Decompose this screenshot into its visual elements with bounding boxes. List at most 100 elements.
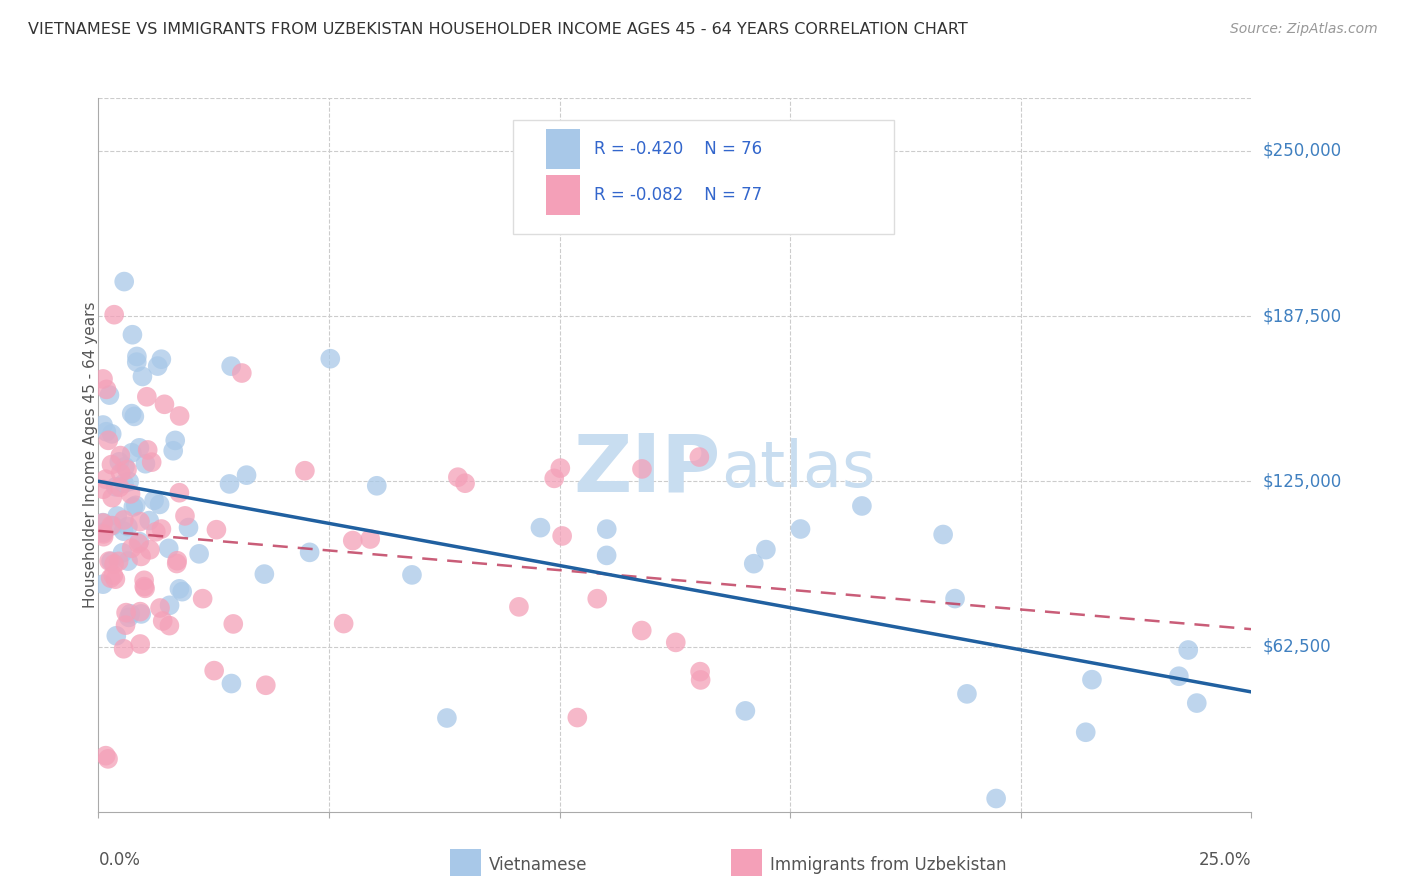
Point <box>235 468 257 483</box>
Point <box>550 461 572 475</box>
Point <box>91 372 114 386</box>
Point <box>134 574 156 588</box>
Point <box>956 687 979 701</box>
Point <box>169 485 191 500</box>
Point <box>120 607 142 621</box>
Point <box>108 455 131 469</box>
Point <box>97 752 120 766</box>
Point <box>121 327 143 342</box>
Point <box>596 522 619 536</box>
Point <box>1185 696 1208 710</box>
Point <box>166 554 188 568</box>
Point <box>91 482 114 496</box>
Point <box>755 542 778 557</box>
Point <box>114 618 136 632</box>
Text: VIETNAMESE VS IMMIGRANTS FROM UZBEKISTAN HOUSEHOLDER INCOME AGES 45 - 64 YEARS C: VIETNAMESE VS IMMIGRANTS FROM UZBEKISTAN… <box>28 22 967 37</box>
Point <box>231 366 253 380</box>
Text: 25.0%: 25.0% <box>1199 851 1251 869</box>
Text: $62,500: $62,500 <box>1263 638 1331 656</box>
Point <box>129 549 152 564</box>
Point <box>567 710 589 724</box>
Point <box>253 567 276 582</box>
Point <box>121 407 143 421</box>
Point <box>159 599 181 613</box>
Point <box>1081 673 1104 687</box>
Point <box>454 476 477 491</box>
Point <box>94 472 117 486</box>
Point <box>98 388 121 402</box>
Point <box>134 457 156 471</box>
Point <box>112 641 135 656</box>
Point <box>101 518 124 533</box>
Point <box>134 580 156 594</box>
Point <box>366 479 388 493</box>
Point <box>135 390 157 404</box>
Point <box>104 572 127 586</box>
Point <box>120 487 142 501</box>
Point <box>141 455 163 469</box>
Point <box>586 591 609 606</box>
Point <box>166 557 188 571</box>
Point <box>218 477 240 491</box>
Text: Source: ZipAtlas.com: Source: ZipAtlas.com <box>1230 22 1378 37</box>
Point <box>118 475 141 489</box>
Point <box>129 515 152 529</box>
Point <box>169 582 191 596</box>
Point <box>93 530 115 544</box>
Text: ZIP: ZIP <box>574 430 721 508</box>
Point <box>401 567 423 582</box>
Point <box>128 534 150 549</box>
Point <box>319 351 342 366</box>
Bar <box>546 176 581 215</box>
Point <box>789 522 811 536</box>
Point <box>104 480 127 494</box>
Point <box>359 532 381 546</box>
Point <box>94 748 117 763</box>
Point <box>157 541 180 556</box>
Point <box>631 462 654 476</box>
Point <box>91 516 114 530</box>
Point <box>152 614 174 628</box>
Point <box>117 554 139 568</box>
Point <box>98 554 121 568</box>
Text: R = -0.420    N = 76: R = -0.420 N = 76 <box>595 140 762 158</box>
Point <box>294 464 316 478</box>
Point <box>100 518 122 533</box>
Text: Vietnamese: Vietnamese <box>489 856 588 874</box>
Point <box>191 591 214 606</box>
Point <box>97 434 120 448</box>
Point <box>100 426 122 441</box>
Point <box>665 635 688 649</box>
Point <box>689 665 711 679</box>
Point <box>734 704 756 718</box>
Point <box>149 497 172 511</box>
Point <box>114 459 136 474</box>
Point <box>110 449 132 463</box>
Text: atlas: atlas <box>721 438 876 500</box>
Point <box>107 554 129 568</box>
Point <box>91 516 114 530</box>
Point <box>742 557 765 571</box>
Point <box>103 557 125 571</box>
Point <box>115 462 138 476</box>
Point <box>146 359 169 373</box>
Point <box>157 618 180 632</box>
Point <box>149 601 172 615</box>
Point <box>91 525 114 540</box>
Point <box>851 499 873 513</box>
Point <box>136 442 159 457</box>
Point <box>125 499 148 513</box>
Point <box>689 673 711 687</box>
Point <box>131 369 153 384</box>
Point <box>595 549 617 563</box>
Point <box>177 520 200 534</box>
Text: $187,500: $187,500 <box>1263 307 1341 326</box>
Point <box>145 524 167 539</box>
Text: Immigrants from Uzbekistan: Immigrants from Uzbekistan <box>770 856 1007 874</box>
Point <box>111 546 134 560</box>
FancyBboxPatch shape <box>513 120 894 234</box>
Point <box>103 568 125 582</box>
Point <box>174 508 197 523</box>
Point <box>124 409 146 424</box>
Text: $125,000: $125,000 <box>1263 473 1341 491</box>
